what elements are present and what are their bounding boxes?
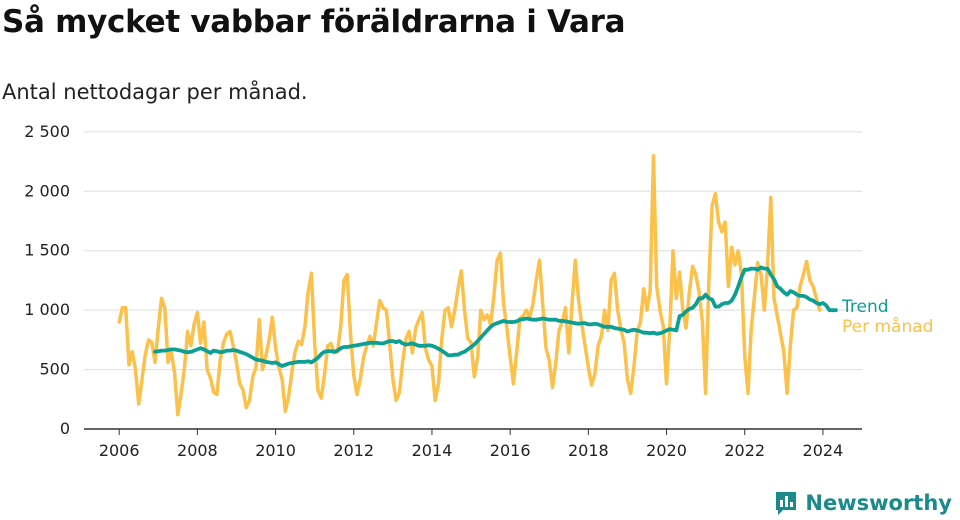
x-tick-label: 2020 [646, 441, 687, 460]
x-tick-label: 2008 [177, 441, 218, 460]
x-tick-label: 2010 [255, 441, 296, 460]
x-tick-label: 2014 [412, 441, 453, 460]
legend-label-per-manad: Per månad [842, 316, 933, 337]
chart-subtitle: Antal nettodagar per månad. [2, 80, 308, 104]
legend-label-trend: Trend [841, 297, 889, 317]
newsworthy-logo-icon [776, 492, 797, 515]
y-tick-label: 0 [60, 419, 70, 438]
x-tick-label: 2016 [490, 441, 531, 460]
series-line-trend [153, 265, 838, 368]
x-tick-label: 2022 [724, 441, 765, 460]
y-tick-label: 1 000 [24, 300, 70, 319]
y-tick-label: 1 500 [24, 241, 70, 260]
newsworthy-brand[interactable]: Newsworthy [773, 490, 952, 516]
x-tick-label: 2018 [568, 441, 609, 460]
y-tick-label: 2 000 [24, 181, 70, 200]
x-tick-label: 2006 [99, 441, 140, 460]
x-tick-label: 2012 [333, 441, 374, 460]
series-lines [117, 153, 838, 417]
y-tick-label: 2 500 [24, 122, 70, 141]
x-tick-label: 2024 [803, 441, 844, 460]
series-line-per-manad [117, 153, 822, 417]
y-tick-label: 500 [39, 360, 70, 379]
chart-title: Så mycket vabbar föräldrarna i Vara [2, 4, 626, 40]
brand-name: Newsworthy [805, 491, 952, 515]
axes: 0 500 1 000 1 500 2 000 2 500 2006 2008 2010 2012… [24, 122, 862, 460]
